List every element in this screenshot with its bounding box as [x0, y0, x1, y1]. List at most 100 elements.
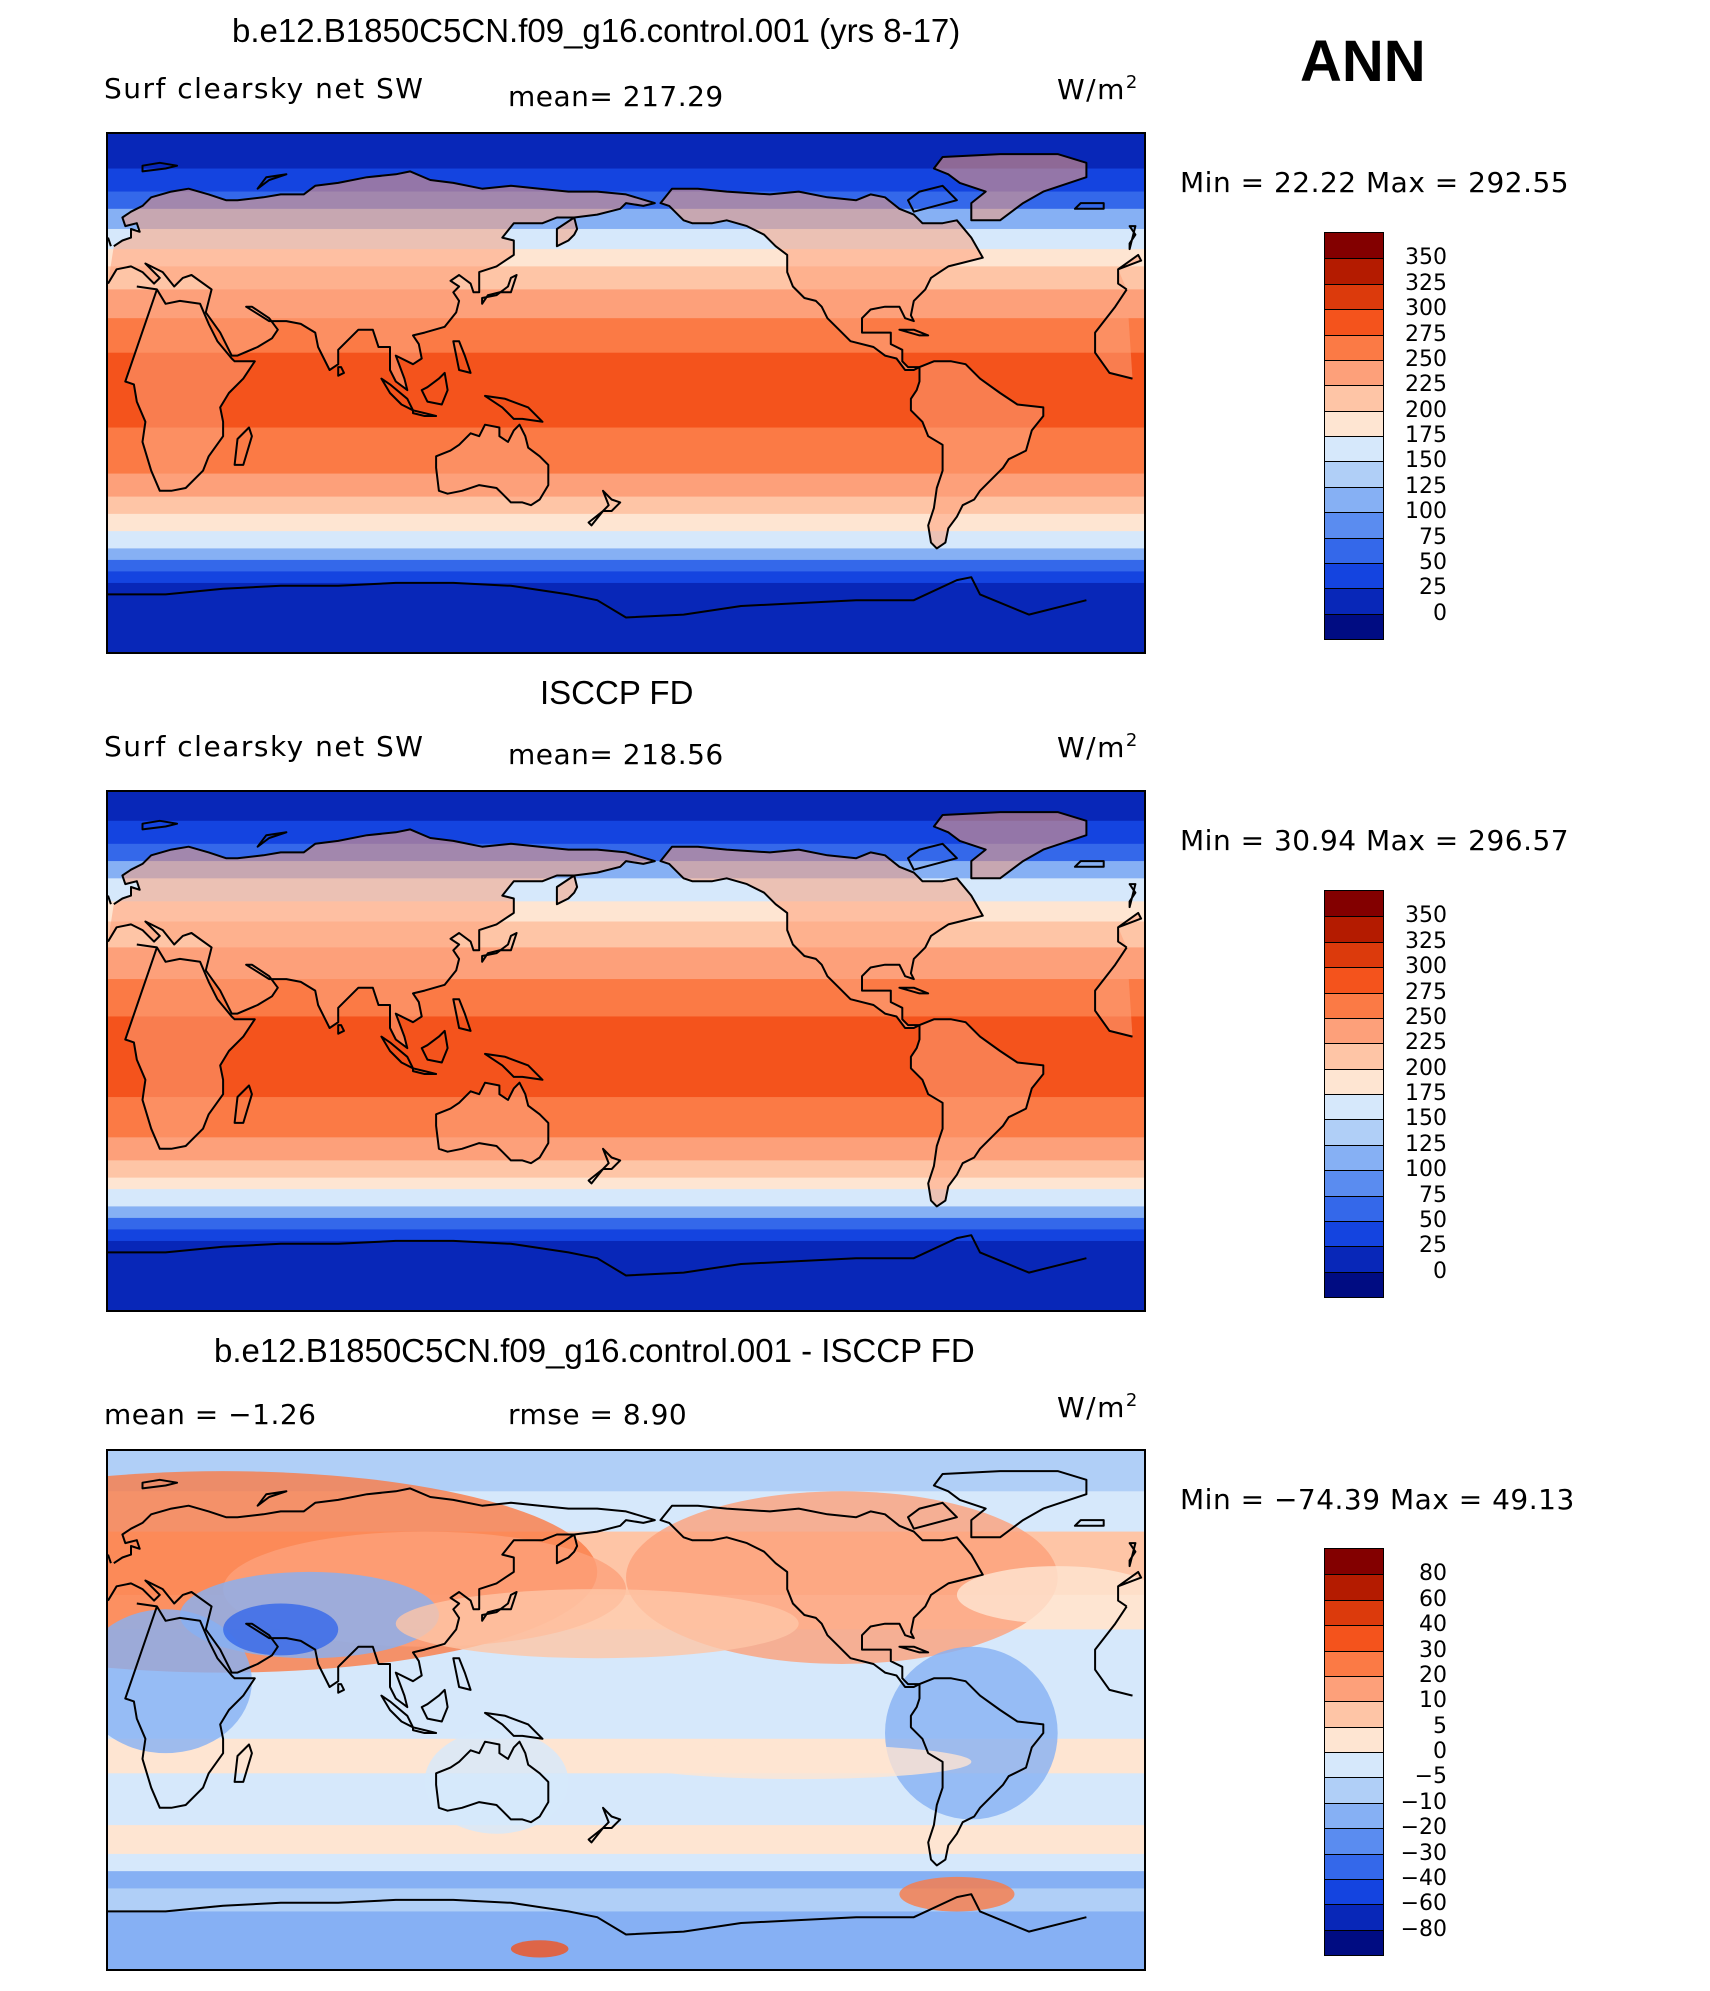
panel-diff-mean: mean = −1.26 [104, 1398, 317, 1431]
map-band [108, 1825, 1144, 1855]
coastline [932, 1470, 1088, 1539]
anomaly-blob [885, 1646, 1058, 1820]
panel-diff-minmax: Min = −74.39 Max = 49.13 [1180, 1483, 1575, 1516]
map-band [108, 1137, 1144, 1161]
colorbar-level-label: 300 [1405, 954, 1447, 980]
colorbar-level-label: 50 [1419, 1207, 1447, 1233]
map-band [108, 1229, 1144, 1242]
colorbar-swatch [1325, 1119, 1383, 1145]
panel-model-variable: Surf clearsky net SW [104, 72, 425, 105]
panel-model-map-svg [108, 134, 1144, 652]
map-band [108, 1853, 1144, 1872]
coastline [435, 423, 550, 507]
panel-model-colorbar: 350 325 300 275 250 225 200 175 150 125 100 75 50 25 0 [1324, 232, 1447, 640]
colorbar-swatch [1325, 1043, 1383, 1069]
colorbar-level-label: 60 [1419, 1586, 1447, 1612]
colorbar-level-label: 225 [1405, 1030, 1447, 1056]
anomaly-blob [899, 1876, 1015, 1912]
coastline [452, 340, 472, 374]
colorbar-swatch [1325, 1726, 1383, 1752]
colorbar-level-label: 175 [1405, 1081, 1447, 1106]
map-band [108, 473, 1144, 498]
anomaly-blob [424, 1730, 569, 1834]
colorbar-swatch [1325, 1853, 1383, 1879]
coastline [108, 883, 1137, 909]
colorbar-level-label: 275 [1405, 979, 1447, 1005]
colorbar-level-label: 250 [1405, 346, 1447, 372]
colorbar-swatch [1325, 1574, 1383, 1600]
colorbar-level-label: 100 [1405, 1157, 1447, 1183]
coastline [909, 1677, 1045, 1867]
panel-obs-map [106, 790, 1146, 1312]
colorbar-swatch [1325, 1752, 1383, 1778]
colorbar-level-label: 20 [1419, 1662, 1447, 1688]
colorbar-swatch [1325, 992, 1383, 1018]
colorbar-swatch [1325, 1271, 1383, 1297]
map-band [108, 318, 1144, 354]
land-shade [436, 424, 549, 506]
coastline [659, 845, 984, 1029]
coastline [1073, 860, 1105, 868]
colorbar-level-label: 75 [1419, 1182, 1447, 1208]
panel-obs-colorbar: 350 325 300 275 250 225 200 175 150 125 100 75 50 25 0 [1324, 890, 1447, 1298]
colorbar-swatch [1325, 512, 1383, 538]
land-shade [660, 188, 983, 370]
colorbar-level-label: 200 [1405, 1055, 1447, 1081]
colorbar-level-label: −30 [1400, 1840, 1447, 1866]
coastline [337, 366, 345, 377]
colorbar-level-label: 275 [1405, 321, 1447, 347]
colorbar-level-label: −20 [1400, 1815, 1447, 1841]
colorbar-level-label: 175 [1405, 423, 1447, 448]
coastline [481, 932, 518, 963]
colorbar-swatch [1325, 1246, 1383, 1272]
land-shade [910, 1019, 1044, 1207]
coastline [141, 1478, 179, 1490]
map-band [108, 1911, 1144, 1969]
colorbar-swatch [1325, 1828, 1383, 1854]
colorbar-swatch [1325, 1068, 1383, 1094]
colorbar-level-label: 25 [1419, 1233, 1447, 1259]
map-band [108, 1206, 1144, 1219]
colorbar-swatch [1325, 613, 1383, 639]
colorbar-level-label: 0 [1433, 1258, 1447, 1284]
colorbar-swatch [1325, 1549, 1383, 1575]
coastline [1073, 202, 1105, 210]
coastline [412, 1067, 438, 1075]
coastline [108, 1487, 1143, 1709]
coastline [907, 1501, 958, 1530]
coastline [256, 831, 288, 848]
coastline [108, 828, 1143, 1050]
coastline [108, 225, 1137, 251]
colorbar-swatch [1325, 967, 1383, 993]
coastline [587, 1806, 622, 1844]
colorbar-swatch [1325, 334, 1383, 360]
colorbar-swatch [1325, 410, 1383, 436]
colorbar-level-label: 125 [1405, 473, 1447, 499]
coastline [124, 285, 1133, 492]
colorbar-swatch [1325, 283, 1383, 310]
colorbar-swatch [1325, 1675, 1383, 1702]
anomaly-blob [510, 1940, 569, 1958]
colorbar-level-label: 350 [1405, 903, 1447, 929]
map-band [108, 1871, 1144, 1889]
colorbar-level-label: 150 [1405, 1106, 1447, 1132]
coastline [587, 489, 622, 527]
land-shade [108, 171, 1142, 391]
map-band [108, 1888, 1144, 1912]
colorbar-swatch [1325, 1220, 1383, 1247]
colorbar-level-label: 150 [1405, 448, 1447, 474]
colorbar-level-label: 5 [1433, 1713, 1447, 1739]
colorbar-level-label: 100 [1405, 499, 1447, 525]
coastline [233, 1084, 253, 1124]
coastline [124, 943, 1133, 1150]
coastline [659, 1504, 984, 1688]
map-band [108, 496, 1144, 515]
colorbar-swatch [1325, 486, 1383, 513]
coastline [108, 1234, 1087, 1277]
coastline [484, 394, 544, 423]
panel-model-title: b.e12.B1850C5CN.f09_g16.control.001 (yrs… [232, 12, 961, 49]
map-band [108, 559, 1144, 572]
coastline [412, 409, 438, 417]
panel-model-units: W/m2 [1057, 72, 1139, 106]
panel-diff-title: b.e12.B1850C5CN.f09_g16.control.001 - IS… [214, 1332, 975, 1369]
